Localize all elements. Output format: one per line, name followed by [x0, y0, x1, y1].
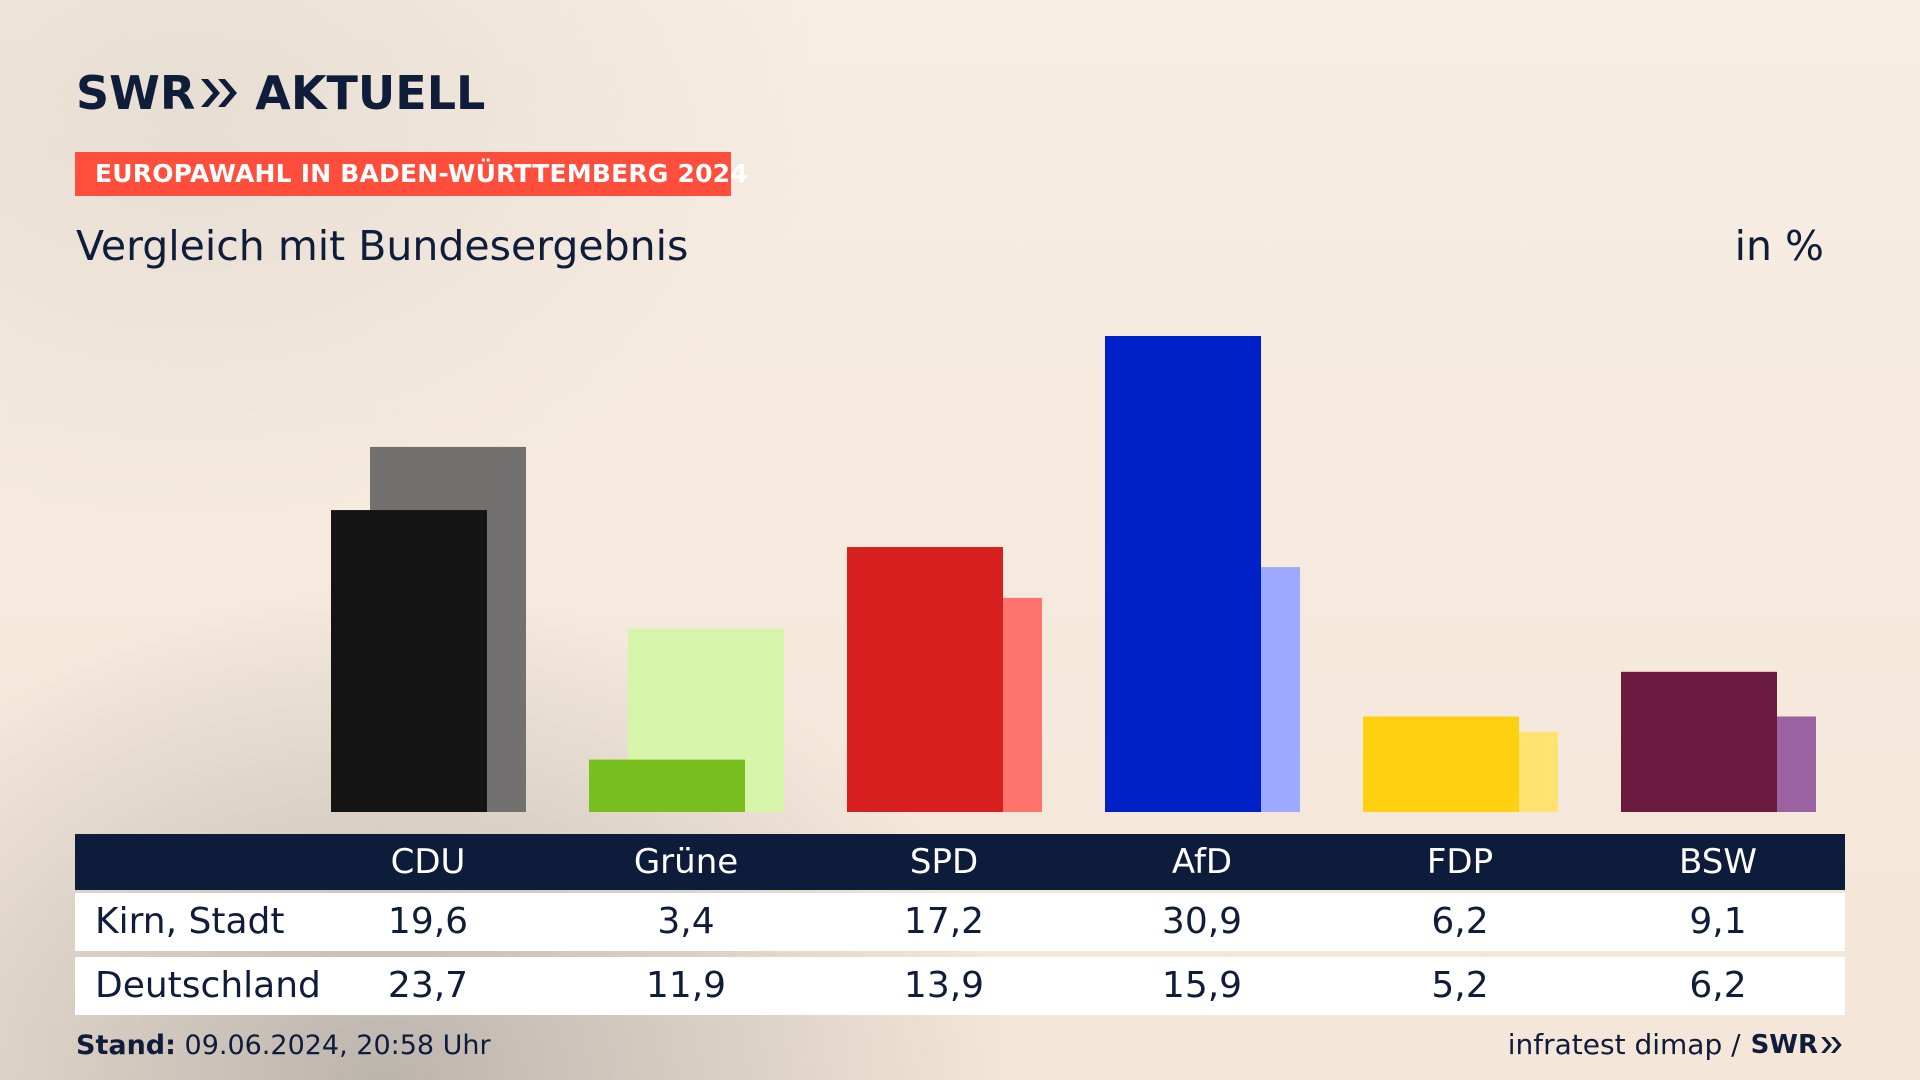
table-cell: 15,9: [1161, 965, 1243, 1006]
double-chevron-icon: [201, 79, 238, 107]
source-brand: SWR: [1750, 1029, 1818, 1060]
table-cell: 3,4: [657, 901, 715, 942]
logo-suffix: AKTUELL: [255, 66, 486, 120]
bar-gruene-local: [589, 759, 745, 812]
column-header: FDP: [1426, 842, 1494, 882]
source-text: infratest dimap /: [1507, 1028, 1741, 1061]
election-tag: EUROPAWAHL IN BADEN-WÜRTTEMBERG 2024: [75, 152, 748, 196]
table-cell: 11,9: [645, 965, 727, 1006]
double-chevron-icon: [1821, 1036, 1842, 1053]
table-cell: 9,1: [1689, 901, 1747, 942]
table-cell: 6,2: [1689, 965, 1747, 1006]
source-credit: infratest dimap / SWR: [1508, 1028, 1844, 1061]
table-cell: 23,7: [387, 965, 469, 1006]
bar-bsw-local: [1621, 671, 1777, 812]
table-cell: 19,6: [387, 901, 469, 942]
table-cell: 30,9: [1161, 901, 1243, 942]
column-header: SPD: [909, 842, 979, 882]
bar-afd-local: [1105, 336, 1261, 812]
column-header: AfD: [1171, 842, 1233, 882]
bar-fdp-local: [1363, 716, 1519, 812]
table-cell: 13,9: [903, 965, 985, 1006]
unit-label: in %: [1734, 222, 1824, 270]
column-header: CDU: [390, 842, 466, 882]
stand-label: Stand:: [76, 1030, 176, 1061]
swr-aktuell-logo: SWR AKTUELL: [76, 66, 485, 120]
row-label: Deutschland: [95, 965, 321, 1006]
logo-prefix: SWR: [76, 66, 196, 120]
column-header: BSW: [1679, 842, 1757, 882]
stand-value: 09.06.2024, 20:58 Uhr: [184, 1030, 491, 1061]
bar-spd-local: [847, 547, 1003, 812]
table-row-national: Deutschland 23,7 11,9 13,9 15,9 5,2 6,2: [75, 957, 1845, 1015]
bar-chart: [331, 336, 1816, 812]
table-cell: 6,2: [1431, 901, 1489, 942]
table-cell: 5,2: [1431, 965, 1489, 1006]
bar-cdu-local: [331, 510, 487, 812]
table-header: CDU Grüne SPD AfD FDP BSW: [75, 834, 1845, 890]
timestamp: Stand: 09.06.2024, 20:58 Uhr: [76, 1030, 491, 1061]
column-header: Grüne: [633, 842, 739, 882]
row-label: Kirn, Stadt: [95, 901, 285, 942]
table-row-local: Kirn, Stadt 19,6 3,4 17,2 30,9 6,2 9,1: [75, 893, 1845, 951]
chart-subtitle: Vergleich mit Bundesergebnis: [76, 222, 689, 270]
table-cell: 17,2: [903, 901, 985, 942]
